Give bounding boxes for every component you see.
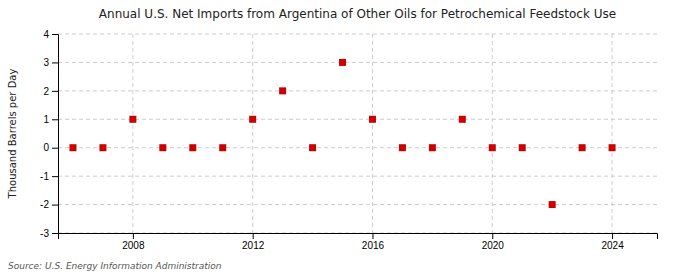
y-grid-line [58,34,657,35]
point [579,144,586,151]
x-tick: 2008 [122,233,145,251]
point [69,144,76,151]
x-tick-mark [492,233,493,239]
x-axis: 2008 2012 2016 2020 2024 [59,233,658,251]
point [99,144,106,151]
plot-area: 2008 2012 2016 2020 2024 -3 -2 -1 0 1 2 3 4 [40,29,657,251]
point [189,144,196,151]
y-tick: -3 [40,228,58,239]
y-tick-label: 4 [43,29,49,40]
x-grid-line [492,34,493,233]
point [339,59,346,66]
point [369,116,376,123]
grid [58,34,657,233]
x-tick-mark [372,233,373,239]
y-axis-line [52,35,59,234]
point [609,144,616,151]
y-tick: 2 [43,86,58,97]
y-axis: -3 -2 -1 0 1 2 3 4 [40,29,58,239]
x-tick: 2024 [601,233,624,251]
point [549,201,556,208]
y-tick: 3 [43,57,58,68]
y-grid-line [58,204,657,205]
y-tick-label: 2 [43,86,49,97]
x-tick: 2012 [242,233,265,251]
y-axis-title: Thousand Barrels per Day [7,69,18,200]
x-grid-line [252,34,253,233]
y-tick-mark [52,148,58,149]
x-tick-label: 2008 [122,240,145,251]
y-tick-mark [52,34,58,35]
y-tick-mark [52,62,58,63]
x-tick: 2016 [362,233,385,251]
x-tick-label: 2012 [242,240,265,251]
y-grid-line [58,90,657,91]
y-tick-label: 0 [43,142,49,153]
x-grid-line [132,34,133,233]
point [129,116,136,123]
point [429,144,436,151]
x-tick-mark [612,233,613,239]
x-tick-label: 2016 [362,240,385,251]
title: Annual U.S. Net Imports from Argentina o… [99,7,616,21]
y-tick-label: -2 [40,199,49,210]
y-tick-mark [52,119,58,120]
y-grid-line [58,176,657,177]
chart: 2008 2012 2016 2020 2024 -3 -2 -1 0 1 2 3 4 Annual U.… [0,0,675,275]
y-grid-line [58,62,657,63]
y-tick-label: 1 [43,114,49,125]
y-tick: -1 [40,171,58,182]
point [309,144,316,151]
y-grid-line [58,147,657,148]
point [159,144,166,151]
y-tick-mark [52,233,58,234]
y-tick-label: -3 [40,228,49,239]
point [489,144,496,151]
x-axis-line [59,234,658,240]
x-grid-line [372,34,373,233]
x-grid-line [612,34,613,233]
x-tick-label: 2024 [601,240,624,251]
point [519,144,526,151]
y-tick-mark [52,91,58,92]
source-note: Source: U.S. Energy Information Administ… [8,261,222,271]
y-tick-label: -1 [40,171,49,182]
y-tick: 1 [43,114,58,125]
x-tick-mark [253,233,254,239]
y-tick-mark [52,176,58,177]
point [279,87,286,94]
y-tick: 0 [43,142,58,153]
y-tick-mark [52,205,58,206]
point [399,144,406,151]
y-tick: 4 [43,29,58,40]
point [219,144,226,151]
x-tick-label: 2020 [482,240,505,251]
points [69,59,615,208]
y-tick-label: 3 [43,57,49,68]
y-tick: -2 [40,199,58,210]
point [459,116,466,123]
x-tick: 2020 [482,233,505,251]
point [249,116,256,123]
y-grid-line [58,119,657,120]
x-tick-mark [133,233,134,239]
